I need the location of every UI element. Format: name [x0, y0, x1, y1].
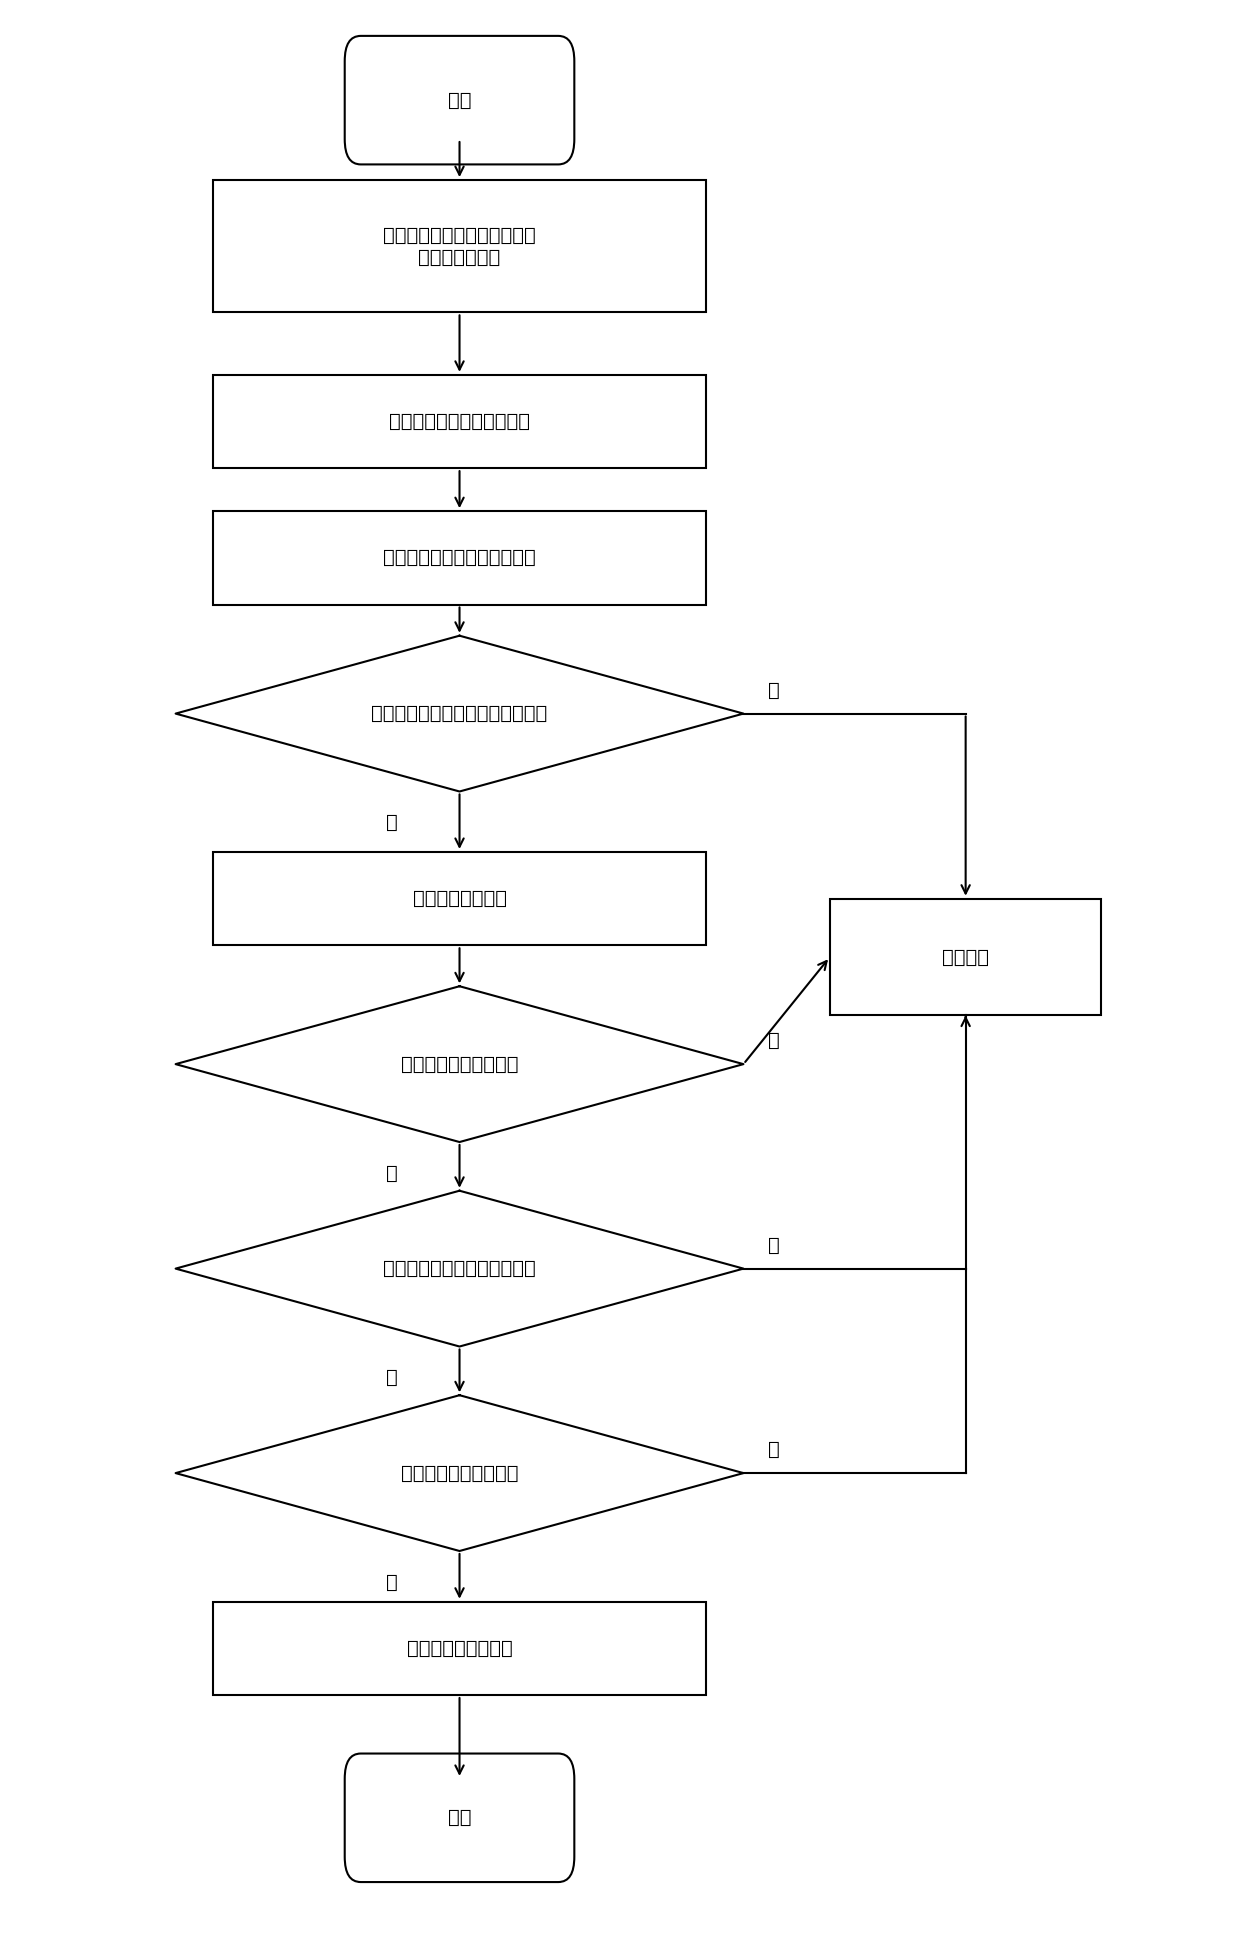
Bar	[830, 898, 1101, 1016]
Bar	[212, 852, 707, 945]
Text: 是否检测到反光镜位置: 是否检测到反光镜位置	[401, 1463, 518, 1482]
Bar	[212, 1601, 707, 1695]
Bar	[212, 512, 707, 605]
FancyBboxPatch shape	[345, 1754, 574, 1883]
Text: 是: 是	[769, 1031, 780, 1051]
Text: 车辆停止开始泊车: 车辆停止开始泊车	[413, 889, 506, 908]
Text: 否: 否	[386, 1164, 398, 1184]
Bar	[212, 180, 707, 312]
Text: 否: 否	[769, 682, 780, 699]
Text: 否: 否	[769, 1439, 780, 1459]
Text: 雷达是否检测到障碍物: 雷达是否检测到障碍物	[401, 1055, 518, 1074]
Text: 通过测量装完半径确定自动泊
车起始点和车位: 通过测量装完半径确定自动泊 车起始点和车位	[383, 227, 536, 268]
Text: 停车报警: 停车报警	[942, 947, 990, 967]
Text: 是: 是	[386, 1572, 398, 1592]
Text: 是: 是	[386, 1369, 398, 1387]
Text: 光电传感器是否检测到反光镜位置: 光电传感器是否检测到反光镜位置	[372, 705, 548, 723]
Text: 结束: 结束	[448, 1808, 471, 1828]
Text: 对应车位固定点，反光镜打开: 对应车位固定点，反光镜打开	[383, 549, 536, 566]
Bar	[212, 375, 707, 469]
FancyBboxPatch shape	[345, 35, 574, 164]
Text: 继续倒车，直到完成: 继续倒车，直到完成	[407, 1639, 512, 1658]
Text: 虚拟倒车线是否与车位线平行: 虚拟倒车线是否与车位线平行	[383, 1260, 536, 1277]
Text: 否: 否	[769, 1236, 780, 1254]
Text: 是: 是	[386, 812, 398, 832]
Text: 进门摄像头对车牌进行识别: 进门摄像头对车牌进行识别	[389, 412, 529, 432]
Text: 开始: 开始	[448, 90, 471, 109]
